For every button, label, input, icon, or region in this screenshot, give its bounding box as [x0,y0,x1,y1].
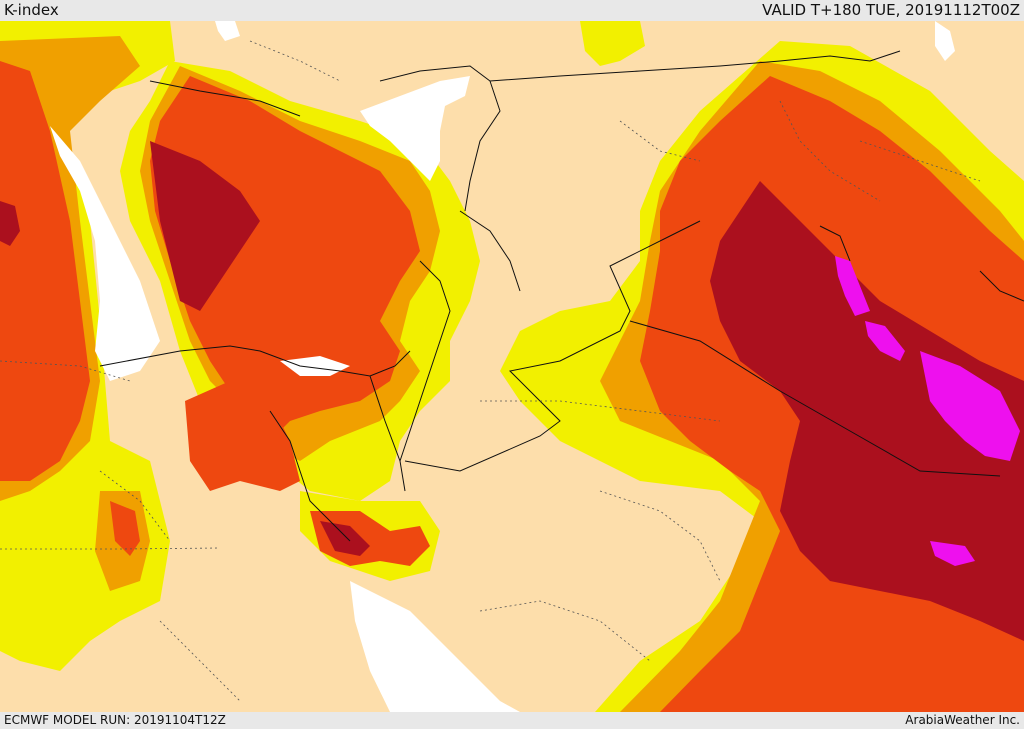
footer-bar: ECMWF MODEL RUN: 20191104T12Z ArabiaWeat… [0,712,1024,729]
k-index-level-4 [0,141,1024,641]
header-bar: K-index VALID T+180 TUE, 20191112T00Z [0,0,1024,21]
caspian-sea [360,76,470,181]
k-index-level-5 [835,256,1020,566]
valid-time: VALID T+180 TUE, 20191112T00Z [762,1,1020,19]
credit: ArabiaWeather Inc. [905,713,1020,727]
k-index-map [0,21,1024,712]
internal-boundaries [0,40,981,702]
model-run: ECMWF MODEL RUN: 20191104T12Z [4,713,226,727]
gulf-inlet [280,356,350,376]
red-sea [350,581,520,712]
lake-nasser [50,126,160,381]
sea-areas [50,21,955,712]
lake-west [215,21,240,41]
lake-northeast [935,21,955,61]
borders [99,50,1024,542]
map-title: K-index [4,1,59,19]
